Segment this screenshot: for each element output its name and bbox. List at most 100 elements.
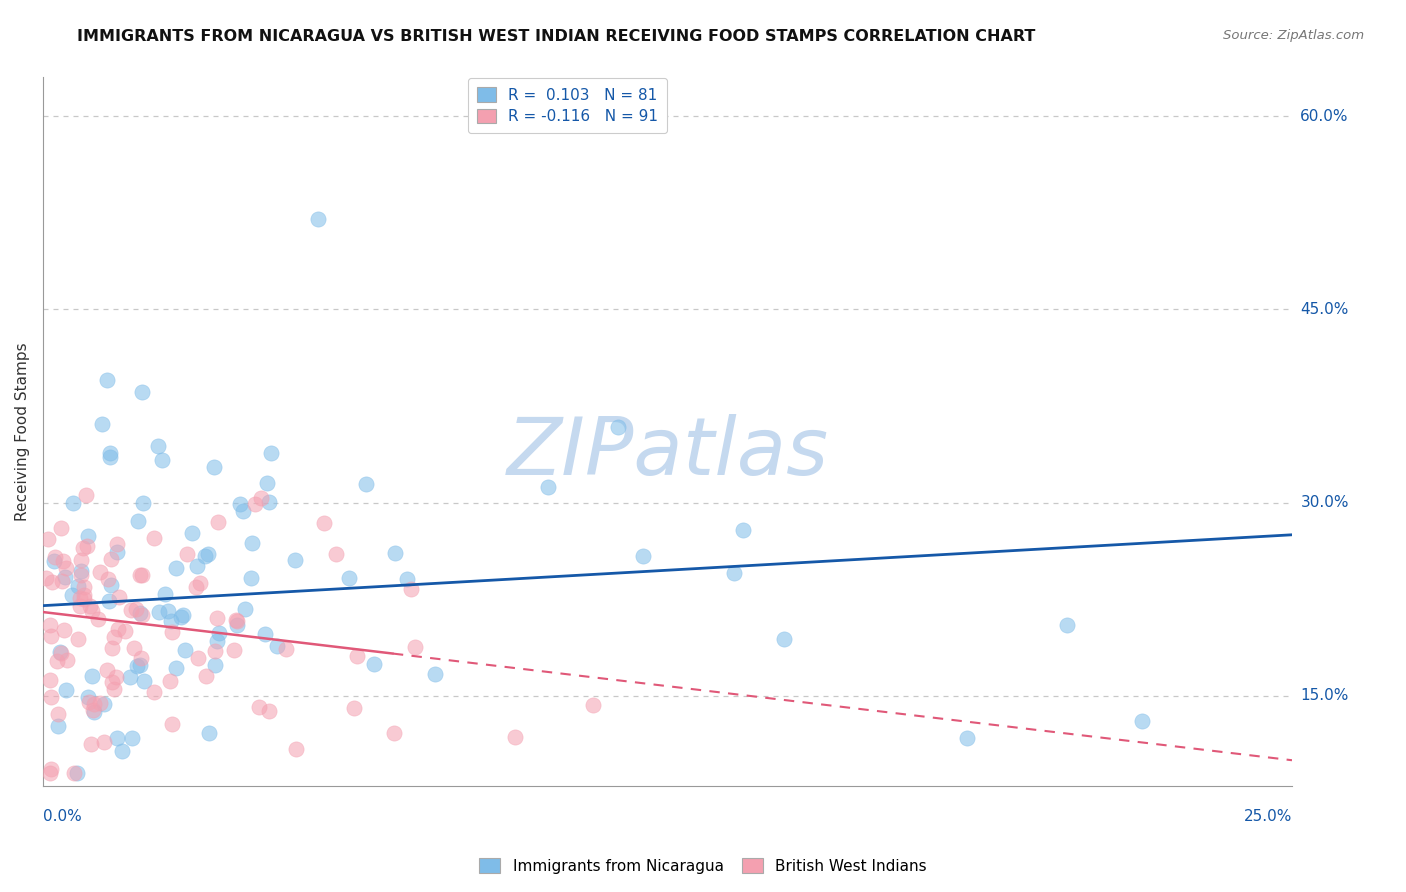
Point — [363, 657, 385, 672]
Point — [148, 605, 170, 619]
Point — [399, 582, 422, 596]
Point — [79, 599, 101, 614]
Point — [70, 568, 93, 582]
Point — [120, 670, 142, 684]
Point — [107, 590, 129, 604]
Point — [66, 766, 89, 780]
Point — [423, 667, 446, 681]
Point — [134, 673, 156, 688]
Point — [101, 641, 124, 656]
Point — [63, 766, 86, 780]
Point — [41, 574, 63, 589]
Point — [46, 706, 69, 721]
Point — [384, 546, 406, 560]
Point — [582, 698, 605, 712]
Point — [69, 553, 91, 567]
Point — [503, 730, 526, 744]
Point — [232, 504, 254, 518]
Point — [103, 630, 125, 644]
Point — [129, 657, 152, 672]
Point — [631, 549, 654, 564]
Point — [129, 606, 152, 620]
Point — [73, 588, 96, 602]
Point — [44, 549, 66, 564]
Point — [204, 657, 226, 672]
Text: IMMIGRANTS FROM NICARAGUA VS BRITISH WEST INDIAN RECEIVING FOOD STAMPS CORRELATI: IMMIGRANTS FROM NICARAGUA VS BRITISH WES… — [77, 29, 1036, 44]
Point — [207, 633, 229, 648]
Point — [51, 520, 73, 534]
Legend: Immigrants from Nicaragua, British West Indians: Immigrants from Nicaragua, British West … — [472, 852, 934, 880]
Point — [224, 642, 246, 657]
Point — [69, 591, 91, 605]
Point — [146, 439, 169, 453]
Point — [314, 516, 336, 531]
Point — [100, 578, 122, 592]
Point — [225, 617, 247, 632]
Point — [157, 604, 180, 618]
Point — [82, 604, 104, 618]
Point — [170, 610, 193, 624]
Point — [247, 699, 270, 714]
Point — [225, 614, 247, 628]
Point — [60, 588, 83, 602]
Point — [77, 529, 100, 543]
Point — [39, 766, 62, 780]
Point — [186, 559, 208, 574]
Point — [38, 617, 60, 632]
Point — [396, 572, 419, 586]
Point — [77, 690, 100, 705]
Point — [202, 459, 225, 474]
Text: 45.0%: 45.0% — [1301, 301, 1348, 317]
Point — [125, 659, 148, 673]
Text: 60.0%: 60.0% — [1301, 109, 1348, 124]
Point — [159, 673, 181, 688]
Point — [240, 536, 263, 550]
Point — [105, 545, 128, 559]
Point — [93, 734, 115, 748]
Point — [51, 574, 73, 589]
Point — [56, 653, 79, 667]
Point — [37, 532, 59, 546]
Point — [105, 731, 128, 746]
Point — [208, 626, 231, 640]
Point — [83, 698, 105, 712]
Point — [96, 663, 118, 677]
Point — [284, 553, 307, 567]
Point — [76, 539, 98, 553]
Point — [162, 717, 184, 731]
Point — [105, 670, 128, 684]
Point — [197, 547, 219, 561]
Point — [198, 725, 221, 739]
Point — [55, 683, 77, 698]
Text: 0.0%: 0.0% — [44, 809, 82, 824]
Point — [143, 685, 166, 699]
Point — [127, 514, 149, 528]
Point — [73, 592, 96, 607]
Point — [160, 625, 183, 640]
Point — [67, 579, 90, 593]
Point — [42, 553, 65, 567]
Point — [69, 599, 91, 614]
Point — [225, 613, 247, 627]
Point — [254, 627, 277, 641]
Point — [956, 731, 979, 745]
Point — [150, 453, 173, 467]
Point — [131, 568, 153, 582]
Point — [46, 654, 69, 668]
Point — [207, 515, 229, 529]
Point — [53, 570, 76, 584]
Text: 30.0%: 30.0% — [1301, 495, 1348, 510]
Point — [97, 572, 120, 586]
Point — [165, 661, 187, 675]
Point — [131, 496, 153, 510]
Point — [382, 725, 405, 739]
Point — [73, 580, 96, 594]
Point — [41, 762, 63, 776]
Point — [105, 537, 128, 551]
Point — [39, 629, 62, 643]
Point — [111, 744, 134, 758]
Point — [129, 650, 152, 665]
Point — [89, 566, 111, 580]
Point — [103, 681, 125, 696]
Point — [91, 417, 114, 431]
